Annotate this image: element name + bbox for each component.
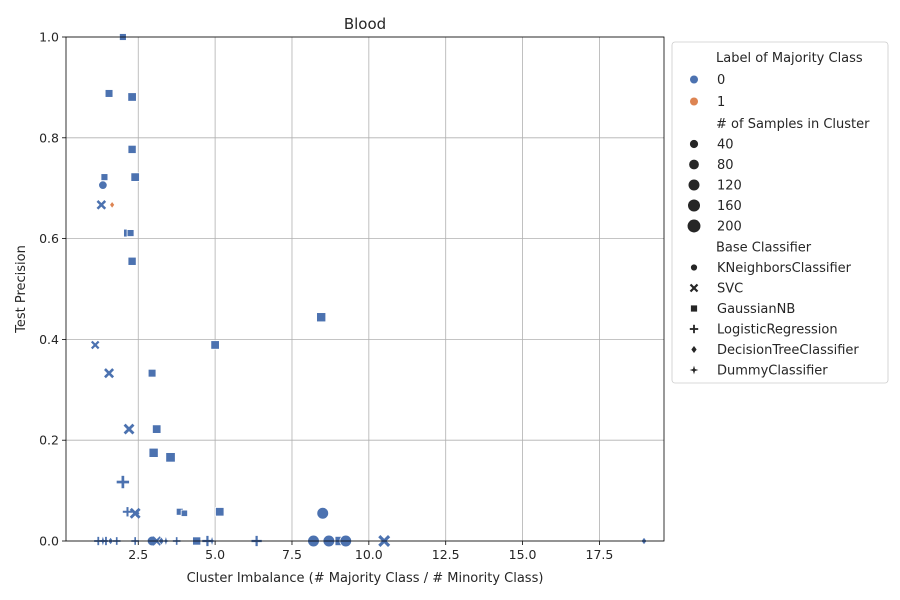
data-point-square xyxy=(215,507,225,517)
legend-style-marker-diamond xyxy=(690,344,698,355)
data-point-x xyxy=(129,507,141,519)
legend-size-label: 120 xyxy=(717,179,742,194)
y-axis-label: Test Precision xyxy=(14,245,29,334)
legend-hue-marker xyxy=(690,75,698,84)
data-point-square xyxy=(127,256,137,266)
legend-style-marker-star xyxy=(689,365,699,375)
data-point-square xyxy=(130,172,140,182)
legend-size-marker xyxy=(689,139,699,149)
y-tick-label: 0.0 xyxy=(39,534,59,549)
legend-hue-label: 1 xyxy=(717,95,725,110)
legend-style-marker-square xyxy=(690,304,698,313)
data-point-square xyxy=(100,173,109,181)
data-point-square xyxy=(152,424,162,434)
x-tick-label: 2.5 xyxy=(128,547,148,562)
data-point-x xyxy=(90,340,100,350)
y-tick-label: 0.6 xyxy=(39,231,59,246)
legend-style-label: KNeighborsClassifier xyxy=(717,261,852,276)
x-tick-label: 7.5 xyxy=(282,547,302,562)
data-point-circle xyxy=(98,180,108,190)
data-point-circle xyxy=(316,506,330,520)
x-axis-label: Cluster Imbalance (# Majority Class / # … xyxy=(187,571,544,586)
legend-style-label: SVC xyxy=(717,282,743,297)
legend-style-marker-plus xyxy=(689,324,699,334)
data-point-square xyxy=(180,509,188,517)
legend-style-marker-circle xyxy=(690,263,698,272)
data-point-square xyxy=(210,340,220,350)
legend-style-title: Base Classifier xyxy=(716,241,812,256)
y-tick-label: 0.8 xyxy=(39,130,59,145)
legend-size-label: 40 xyxy=(717,138,734,153)
y-tick-label: 0.2 xyxy=(39,433,59,448)
legend-frame xyxy=(671,41,889,384)
legend-style-label: DummyClassifier xyxy=(717,364,828,379)
legend-style-label: GaussianNB xyxy=(717,302,795,317)
legend-hue-marker xyxy=(690,97,698,106)
data-point-square xyxy=(104,89,114,98)
legend-hue-title: Label of Majority Class xyxy=(716,51,863,66)
chart-title: Blood xyxy=(344,15,386,33)
x-tick-label: 17.5 xyxy=(586,547,614,562)
legend-size-marker xyxy=(687,219,701,233)
legend: Label of Majority Class 0 1 # of Samples in… xyxy=(671,41,889,384)
data-point-square xyxy=(126,229,135,237)
y-tick-label: 1.0 xyxy=(39,30,59,45)
legend-style-label: LogisticRegression xyxy=(717,323,838,338)
data-point-x xyxy=(123,423,135,435)
legend-size-marker xyxy=(689,159,699,170)
x-tick-label: 12.5 xyxy=(432,547,460,562)
data-point-square xyxy=(148,447,159,458)
data-point-x xyxy=(104,368,115,379)
legend-size-label: 160 xyxy=(717,199,742,214)
legend-size-title: # of Samples in Cluster xyxy=(716,117,870,132)
data-point-plus xyxy=(116,475,130,489)
legend-style-marker-x xyxy=(689,283,699,293)
data-point-square xyxy=(165,452,176,463)
y-tick-labels: 0.0 0.2 0.4 0.6 0.8 1.0 xyxy=(39,30,59,549)
data-point-x xyxy=(96,200,107,210)
legend-hue-label: 0 xyxy=(717,73,725,88)
data-point-square xyxy=(127,92,137,102)
data-point-square xyxy=(316,312,327,323)
legend-style-label: DecisionTreeClassifier xyxy=(717,343,859,358)
data-point-square xyxy=(127,144,137,154)
x-tick-label: 5.0 xyxy=(205,547,225,562)
x-tick-label: 10.0 xyxy=(355,547,383,562)
x-tick-labels: 2.5 5.0 7.5 10.0 12.5 15.0 17.5 xyxy=(128,547,613,562)
x-tick-label: 15.0 xyxy=(509,547,537,562)
legend-size-marker xyxy=(688,179,700,191)
data-point-plus xyxy=(122,507,133,517)
legend-size-label: 200 xyxy=(717,220,742,235)
data-point-diamond xyxy=(109,201,115,209)
legend-size-marker xyxy=(688,199,700,212)
legend-size-label: 80 xyxy=(717,158,734,173)
plot-frame xyxy=(65,36,665,542)
y-tick-label: 0.4 xyxy=(39,332,59,347)
data-point-square xyxy=(147,368,157,378)
